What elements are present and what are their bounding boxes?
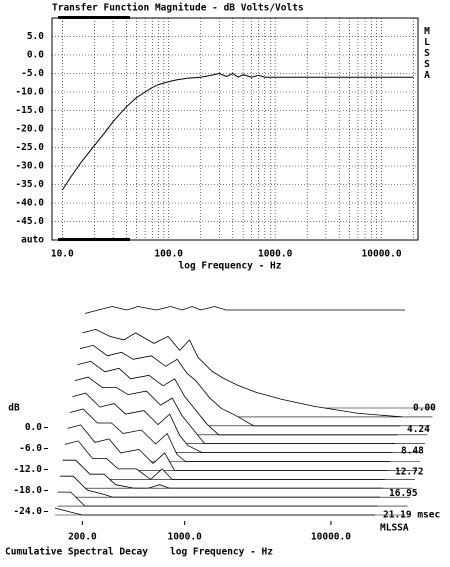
time-tick-label: 16.95 [389, 488, 418, 499]
x-tick-label: 200.0 [68, 532, 97, 543]
time-tick-label: 4.24 [407, 424, 430, 435]
decay-slice [57, 491, 378, 507]
y-tick-label: 0.0 [27, 50, 44, 61]
x-tick-label: 100.0 [154, 249, 183, 260]
y-tick-label: -15.0 [15, 105, 44, 116]
x-tick-label: 1000.0 [258, 249, 293, 260]
chart-title: Transfer Function Magnitude - dB Volts/V… [52, 3, 304, 14]
time-tick-label: 21.19 msec [383, 510, 440, 521]
x-axis-label: log Frequency - Hz [170, 547, 273, 558]
y-tick-label: -5.0 [21, 68, 44, 79]
y-tick-label: -20.0 [15, 124, 44, 135]
x-tick-label: 1000.0 [167, 532, 202, 543]
decay-slice-fill [70, 409, 390, 462]
decay-slice-fill [57, 492, 378, 507]
decay-slice-fill [72, 393, 393, 453]
marker-bar [58, 238, 130, 241]
decay-slice-fill [55, 508, 375, 515]
data-line [61, 72, 414, 191]
y-tick-label: -35.0 [15, 179, 44, 190]
y-tick-label: -12.0 [13, 464, 42, 475]
decay-slice-fill [62, 460, 383, 489]
y-tick-label: -40.0 [15, 198, 44, 209]
x-tick-label: 10.0 [51, 249, 74, 260]
decay-slice [84, 306, 405, 314]
y-tick-label: auto [21, 235, 44, 246]
caption: Cumulative Spectral Decay [5, 547, 148, 558]
x-axis-label: log Frequency - Hz [179, 261, 282, 272]
y-tick-label: -10.0 [15, 87, 44, 98]
time-tick-label: 0.00 [413, 403, 436, 414]
y-tick-label: -25.0 [15, 142, 44, 153]
decay-slice-fill [60, 476, 380, 498]
y-axis-label: dB [8, 403, 20, 414]
y-tick-label: -30.0 [15, 161, 44, 172]
y-tick-label: -6.0 [19, 443, 42, 454]
y-tick-label: -24.0 [13, 506, 42, 517]
brand: MLSSA [380, 523, 409, 534]
side-label: MLSSA [422, 26, 433, 81]
time-tick-label: 12.72 [395, 467, 424, 478]
decay-slice [54, 507, 375, 516]
marker-bar [58, 16, 130, 19]
x-tick-label: 10000.0 [311, 532, 351, 543]
decay-slice-fill [67, 424, 388, 471]
y-tick-label: -45.0 [15, 216, 44, 227]
y-tick-label: 0.0 [25, 422, 42, 433]
y-tick-label: 5.0 [27, 31, 44, 42]
y-tick-label: -18.0 [13, 485, 42, 496]
decay-slice [82, 328, 403, 418]
time-tick-label: 8.48 [401, 445, 424, 456]
x-tick-label: 10000.0 [362, 249, 402, 260]
